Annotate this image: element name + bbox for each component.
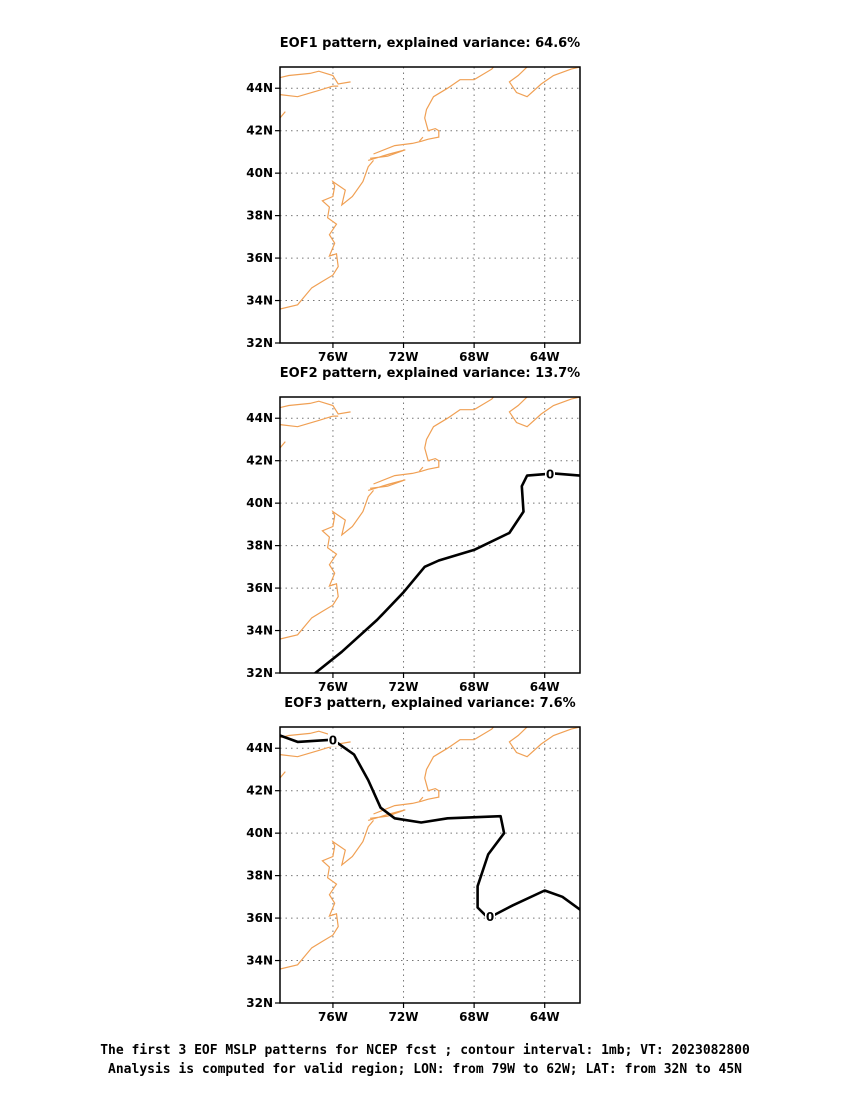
contour-label: 0 [329,734,337,748]
eof-panel-2: EOF2 pattern, explained variance: 13.7% 0… [246,366,581,694]
lat-label: 44N [246,81,273,95]
lat-label: 38N [246,209,273,223]
coastline [280,771,286,779]
caption-line-1: The first 3 EOF MSLP patterns for NCEP f… [100,1043,750,1058]
lon-label: 64W [530,680,560,694]
coastline [368,149,406,161]
lat-label: 36N [246,251,273,265]
lat-label: 42N [246,124,273,138]
lon-label: 72W [389,680,419,694]
coastline [418,466,424,472]
eof-panel-1: EOF1 pattern, explained variance: 64.6% 4… [246,36,581,364]
lat-label: 34N [246,954,273,968]
lat-label: 36N [246,581,273,595]
coastline [280,415,339,428]
coastline [508,67,580,98]
coastline [280,111,286,119]
lat-label: 44N [246,741,273,755]
coastline [373,67,494,155]
contour-label-bg [327,731,338,747]
lat-label: 34N [246,294,273,308]
lat-label: 38N [246,539,273,553]
lon-label: 68W [459,680,489,694]
coastline [373,727,494,815]
coastline [508,397,580,428]
zero-contour-line [313,472,580,673]
panel-title: EOF2 pattern, explained variance: 13.7% [280,366,580,381]
lon-label: 64W [530,1010,560,1024]
lat-label: 36N [246,911,273,925]
zero-contour-line [280,734,580,920]
coastline [418,136,424,142]
lon-label: 64W [530,350,560,364]
lon-label: 68W [459,350,489,364]
lon-label: 76W [318,1010,348,1024]
coastline [418,796,424,802]
coastline [280,70,351,85]
lat-label: 44N [246,411,273,425]
coastline [280,441,286,449]
lon-label: 76W [318,680,348,694]
lat-label: 40N [246,496,273,510]
lat-label: 34N [246,624,273,638]
coastline [280,85,339,98]
lat-label: 32N [246,336,273,350]
panel-title: EOF1 pattern, explained variance: 64.6% [280,36,580,51]
lat-label: 42N [246,454,273,468]
lat-label: 40N [246,826,273,840]
caption-line-2: Analysis is computed for valid region; L… [108,1062,742,1077]
lat-label: 38N [246,869,273,883]
lon-label: 72W [389,1010,419,1024]
lon-label: 76W [318,350,348,364]
lat-label: 32N [246,996,273,1010]
lat-label: 40N [246,166,273,180]
map-frame [279,396,581,674]
coastline [368,809,406,821]
eof-panel-3: EOF3 pattern, explained variance: 7.6% 0 0… [246,696,581,1024]
contour-label: 0 [486,910,494,924]
contour-label-bg [545,465,555,481]
lon-label: 72W [389,350,419,364]
lat-label: 42N [246,784,273,798]
coastline [280,820,374,970]
lon-label: 68W [459,1010,489,1024]
coastline [373,397,494,485]
contour-label: 0 [546,467,554,481]
lat-label: 32N [246,666,273,680]
contour-label-bg [485,907,495,923]
coastline [368,479,406,491]
coastline [280,160,374,310]
coastline [508,727,580,758]
eof-map-figure: EOF1 pattern, explained variance: 64.6% 4… [246,36,581,1024]
map-frame [279,726,581,1004]
map-frame [279,66,581,344]
coastline [280,400,351,415]
coastline [280,490,374,640]
panel-title: EOF3 pattern, explained variance: 7.6% [284,696,575,711]
